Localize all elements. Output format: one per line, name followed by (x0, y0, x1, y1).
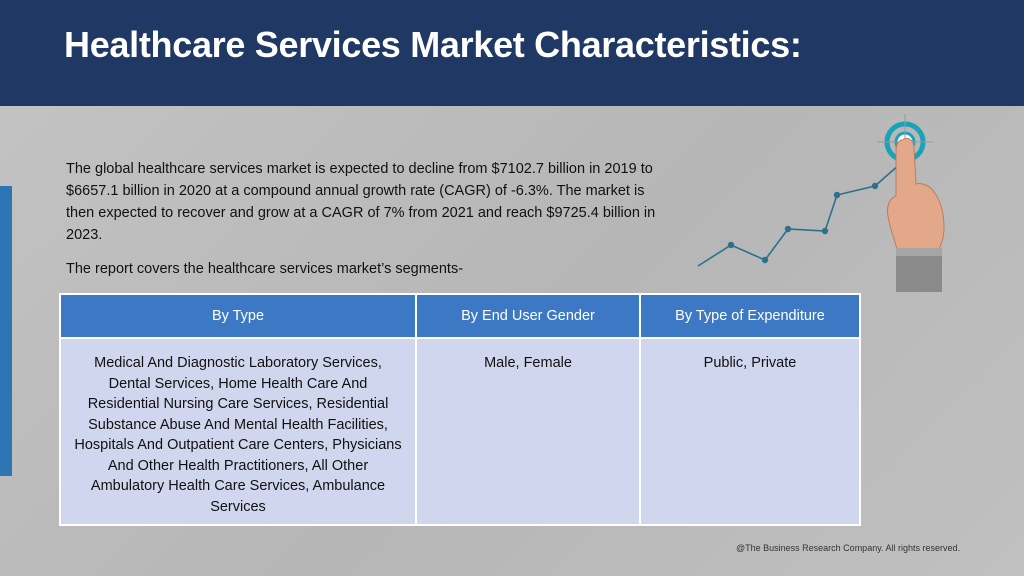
growth-line-points (727, 182, 879, 264)
intro-paragraph: The global healthcare services market is… (66, 161, 656, 243)
table-header-row: By Type By End User Gender By Type of Ex… (59, 293, 861, 339)
copyright-footer: @The Business Research Company. All righ… (736, 543, 961, 553)
hand-icon (887, 137, 945, 292)
table-row: Medical And Diagnostic Laboratory Servic… (59, 337, 861, 526)
header-by-end-user-gender: By End User Gender (415, 293, 641, 339)
left-accent-bar (0, 186, 12, 476)
title-bar: Healthcare Services Market Characteristi… (0, 0, 1024, 106)
cell-by-end-user-gender: Male, Female (415, 337, 641, 526)
growth-line (697, 163, 901, 267)
segments-table: By Type By End User Gender By Type of Ex… (59, 293, 861, 526)
segments-intro: The report covers the healthcare service… (66, 261, 464, 277)
page-title: Healthcare Services Market Characteristi… (64, 24, 802, 65)
growth-line-touch-target-icon (697, 114, 945, 292)
cell-by-type-of-expenditure: Public, Private (639, 337, 861, 526)
cell-by-type: Medical And Diagnostic Laboratory Servic… (59, 337, 417, 526)
header-by-type-of-expenditure: By Type of Expenditure (639, 293, 861, 339)
header-by-type: By Type (59, 293, 417, 339)
